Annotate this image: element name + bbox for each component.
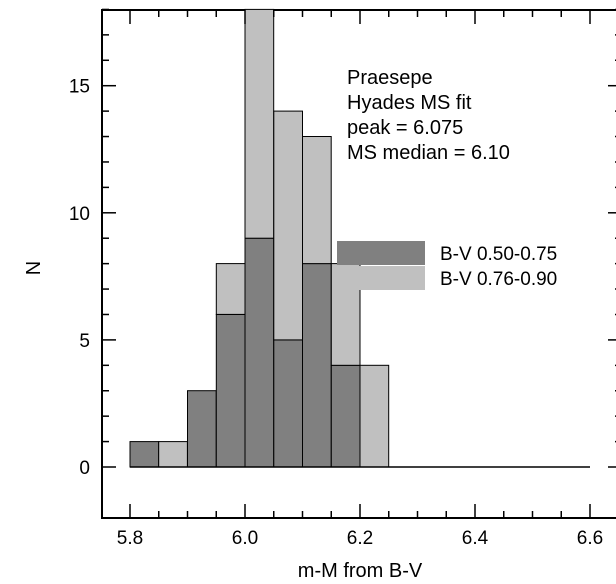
annotation-line-4: MS median = 6.10 — [347, 142, 510, 164]
y-tick-label: 15 — [69, 77, 90, 98]
bar-light-5.85 — [158, 441, 188, 468]
legend-label-dark: B-V 0.50-0.75 — [440, 244, 557, 265]
x-tick-labels: 5.8 6.0 6.2 6.4 6.6 — [117, 528, 603, 549]
legend: B-V 0.50-0.75 B-V 0.76-0.90 — [337, 241, 557, 290]
bar-dark-6.10 — [302, 263, 332, 468]
x-tick-label: 5.8 — [117, 528, 143, 549]
legend-swatch-light — [337, 266, 425, 290]
bar-dark-5.80 — [129, 441, 160, 468]
legend-swatch-dark — [337, 241, 425, 265]
bar-light-6.10 — [302, 136, 332, 265]
x-tick-label: 6.0 — [232, 528, 258, 549]
x-tick-label: 6.2 — [347, 528, 373, 549]
y-axis-label: N — [23, 261, 45, 275]
y-tick-label: 10 — [69, 204, 90, 225]
bar-light-6.20 — [359, 364, 390, 468]
legend-label-light: B-V 0.76-0.90 — [440, 269, 557, 290]
annotation-line-3: peak = 6.075 — [347, 117, 463, 139]
bar-dark-6.15 — [330, 364, 361, 468]
y-tick-label: 5 — [79, 331, 90, 352]
bar-light-5.95 — [215, 263, 246, 315]
bar-light-6.00 — [244, 8, 275, 239]
annotation-line-1: Praesepe — [347, 67, 433, 89]
annotation-block: Praesepe Hyades MS fit peak = 6.075 MS m… — [347, 67, 510, 164]
axis-ticks — [102, 8, 616, 518]
x-tick-label: 6.4 — [462, 528, 489, 549]
bar-dark-6.05 — [273, 339, 303, 468]
y-tick-labels: 0 5 10 15 — [69, 77, 90, 479]
bar-light-6.05 — [273, 110, 303, 341]
annotation-line-2: Hyades MS fit — [347, 92, 472, 114]
x-tick-label: 6.6 — [577, 528, 603, 549]
x-axis-label: m-M from B-V — [298, 560, 423, 582]
bar-dark-6.00 — [244, 237, 275, 468]
y-tick-label: 0 — [79, 458, 90, 479]
bar-dark-5.90 — [187, 390, 217, 468]
bars-layer — [129, 8, 590, 468]
bar-dark-5.95 — [215, 314, 246, 468]
